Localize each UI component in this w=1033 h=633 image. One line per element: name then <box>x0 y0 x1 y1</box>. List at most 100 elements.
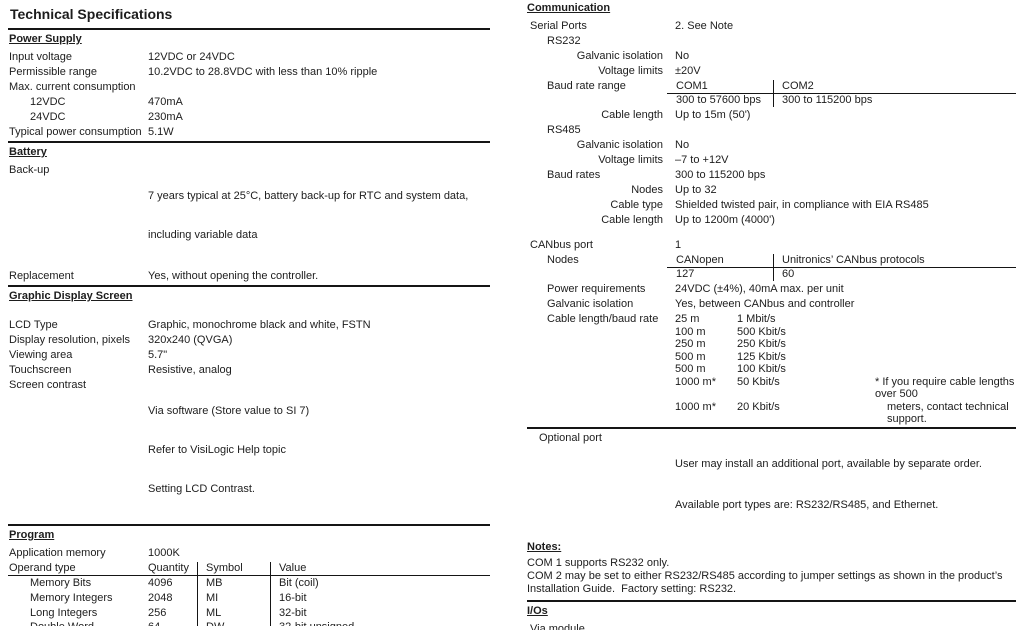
spec-row: Via module Number of I/Os and types vary… <box>527 623 1016 631</box>
table-row: 500 m 125 Kbit/s <box>675 351 1016 364</box>
spec-value: Up to 15m (50') <box>675 109 751 121</box>
spec-label: RS232 <box>547 35 581 47</box>
length-cell: 1000 m* <box>675 375 716 388</box>
rate-cell: 250 Kbit/s <box>737 338 786 350</box>
spec-label: Cable length/baud rate <box>547 313 659 325</box>
spec-label: Nodes <box>547 254 579 266</box>
section-rule <box>527 599 1016 602</box>
spec-row: Back-up 7 years typical at 25°C, battery… <box>8 164 490 268</box>
value-cell: 127 <box>676 268 695 280</box>
table-row: Memory Integers 2048 MI 16-bit <box>8 590 490 606</box>
section-heading-ios: I/Os <box>527 604 548 617</box>
quantity-cell: 4096 <box>148 577 173 589</box>
footnote: * If you require cable lengths over 500 <box>875 375 1015 401</box>
spec-label: Galvanic isolation <box>576 50 663 62</box>
value-line: 7 years typical at 25°C, battery back-up… <box>148 190 469 202</box>
spec-row: Baud rates 300 to 115200 bps <box>527 169 1016 182</box>
spec-row: Cable length Up to 1200m (4000') <box>527 214 1016 227</box>
operand-cell: Double Word <box>8 620 148 626</box>
section-heading-program: Program <box>9 529 55 541</box>
spec-row: Cable type Shielded twisted pair, in com… <box>527 199 1016 212</box>
value-line: Setting LCD Contrast. <box>148 483 255 495</box>
spec-value: Up to 32 <box>675 184 717 196</box>
value-cell: Bit (coil) <box>270 576 490 591</box>
spec-row: LCD Type Graphic, monochrome black and w… <box>8 319 490 332</box>
value-cell: 32-bit unsigned <box>270 620 490 626</box>
com-table-header: COM1 COM2 <box>667 80 1016 94</box>
spec-value: 470mA <box>148 96 183 108</box>
can-cable-baud-row: Cable length/baud rate 25 m 1 Mbit/s 100… <box>527 313 1016 426</box>
value-line: Via software (Store value to SI 7) <box>148 405 310 417</box>
spec-label: RS485 <box>547 124 581 136</box>
spec-row: Voltage limits –7 to +12V <box>527 154 1016 167</box>
column-header: Symbol <box>197 562 270 575</box>
rate-cell: 125 Kbit/s <box>737 350 786 363</box>
table-row: 1000 m* 50 Kbit/s * If you require cable… <box>675 376 1016 401</box>
spec-label: Typical power consumption <box>9 126 142 138</box>
spec-row: RS232 <box>527 35 1016 48</box>
rate-cell: 20 Kbit/s <box>737 400 780 413</box>
symbol-cell: DW <box>197 620 270 626</box>
spec-value: 1 <box>675 239 682 251</box>
spec-row: Galvanic isolation Yes, between CANbus a… <box>527 298 1016 311</box>
rate-cell: 500 Kbit/s <box>737 325 786 338</box>
spec-value: Graphic, monochrome black and white, FST… <box>148 319 371 331</box>
value-cell: 60 <box>773 268 1016 281</box>
spec-value: 24VDC (±4%), 40mA max. per unit <box>675 283 844 295</box>
column-header: COM2 <box>773 80 1016 93</box>
length-cell: 250 m <box>675 338 706 350</box>
length-cell: 500 m <box>675 363 706 375</box>
spec-value: 230mA <box>148 111 183 123</box>
symbol-cell: MB <box>197 576 270 591</box>
footnote: meters, contact technical support. <box>887 400 1012 426</box>
spec-label: Viewing area <box>9 349 73 361</box>
rate-cell: 1 Mbit/s <box>737 313 776 325</box>
value-cell: 16-bit <box>270 590 490 606</box>
spec-label: Max. current consumption <box>9 81 136 93</box>
quantity-cell: 2048 <box>148 591 173 604</box>
spec-value: 12VDC or 24VDC <box>148 51 235 63</box>
table-row: Long Integers 256 ML 32-bit <box>8 605 490 621</box>
spec-row: Galvanic isolation No <box>527 50 1016 63</box>
table-row: 100 m 500 Kbit/s <box>675 326 1016 339</box>
quantity-cell: 256 <box>148 606 167 619</box>
spec-label: 24VDC <box>30 111 66 123</box>
spec-value: Via software (Store value to SI 7) Refer… <box>148 379 490 522</box>
spec-label: Baud rates <box>547 169 601 181</box>
spec-label: Galvanic isolation <box>576 139 663 151</box>
value-cell: 32-bit <box>270 605 490 621</box>
spec-label: Touchscreen <box>9 364 72 376</box>
value-line: User may install an additional port, ava… <box>675 457 982 470</box>
column-header: Value <box>270 562 490 575</box>
spec-label: Galvanic isolation <box>547 298 634 310</box>
spec-label: Cable type <box>610 199 663 211</box>
section-heading-power-supply: Power Supply <box>9 33 82 45</box>
spec-value: 320x240 (QVGA) <box>148 334 233 346</box>
title-rule <box>8 28 490 30</box>
spec-row: Nodes Up to 32 <box>527 184 1016 197</box>
section-rule <box>8 524 490 526</box>
left-column: Technical Specifications Power Supply In… <box>8 6 490 626</box>
length-cell: 100 m <box>675 325 706 338</box>
table-row: 250 m 250 Kbit/s <box>675 338 1016 351</box>
value-line: including variable data <box>148 229 258 241</box>
length-cell: 25 m <box>675 313 700 325</box>
symbol-cell: ML <box>197 605 270 621</box>
column-header: Unitronics’ CANbus protocols <box>773 254 1016 267</box>
optional-port-row: Optional port User may install an additi… <box>527 432 1016 538</box>
column-header: COM1 <box>676 80 708 92</box>
spec-label: Input voltage <box>9 51 72 63</box>
spec-value: Resistive, analog <box>148 364 232 376</box>
spec-label: Voltage limits <box>598 65 663 77</box>
spec-label: Screen contrast <box>9 379 87 391</box>
spec-label: Optional port <box>539 431 602 444</box>
spec-label: Back-up <box>9 164 50 176</box>
spec-label: Voltage limits <box>598 154 663 166</box>
spec-row: Viewing area 5.7" <box>8 349 490 362</box>
table-row: 25 m 1 Mbit/s <box>675 313 1016 326</box>
spec-row: Cable length Up to 15m (50') <box>527 109 1016 122</box>
spec-label: Permissible range <box>9 66 98 78</box>
section-heading-battery: Battery <box>9 146 47 158</box>
spec-value: Yes, without opening the controller. <box>148 270 319 282</box>
spec-label: Baud rate range <box>547 80 626 92</box>
